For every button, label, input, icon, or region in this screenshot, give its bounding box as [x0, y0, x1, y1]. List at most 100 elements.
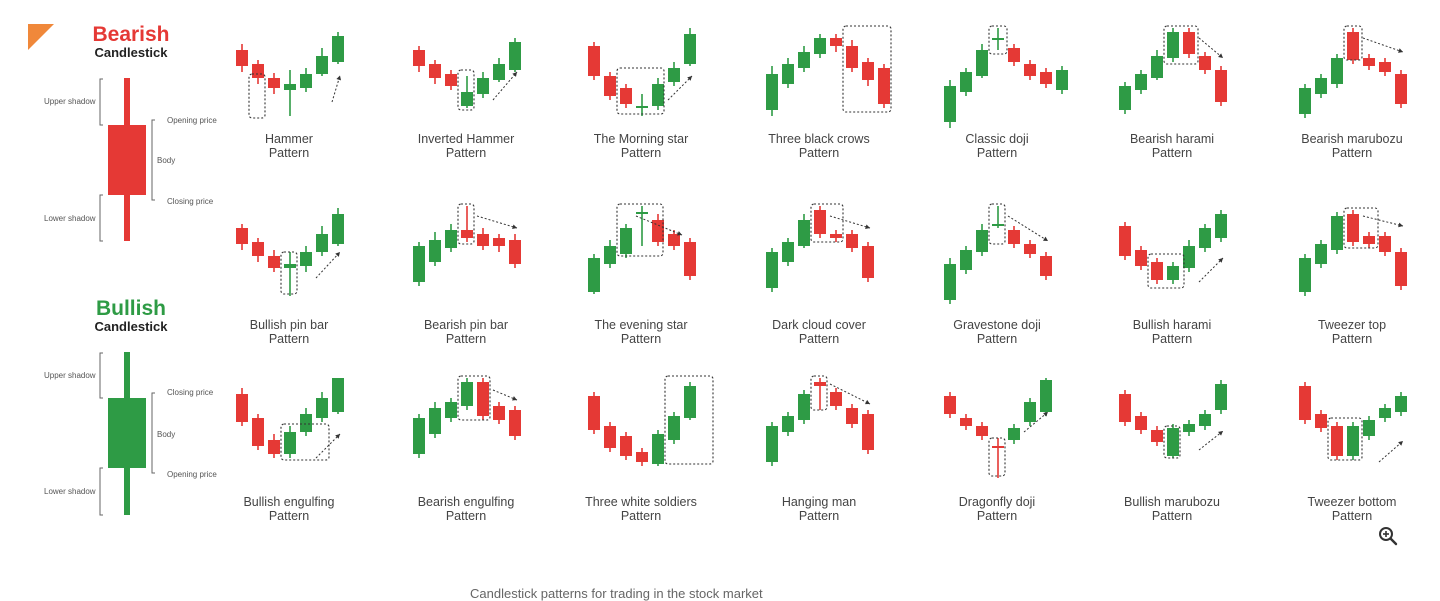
pattern-label: Bearish engulfing Pattern: [386, 495, 546, 523]
highlight-box: [988, 437, 1006, 477]
bullish-candle: [284, 252, 296, 296]
bullish-candle: [588, 254, 600, 294]
arrowhead-icon: [335, 434, 340, 439]
pattern-diagram: [766, 203, 874, 292]
pattern-diagram: [413, 375, 521, 458]
pattern-label: Bullish pin bar Pattern: [209, 318, 369, 346]
pattern-suffix: Pattern: [976, 509, 1018, 523]
pattern-diagram: [588, 203, 696, 294]
highlight-box: [616, 203, 664, 257]
trend-arrow: [1362, 215, 1404, 227]
bearish-candle: [992, 438, 1004, 478]
bearish-upper-shadow-label: Upper shadow: [44, 97, 96, 106]
bearish-candle: [1151, 258, 1163, 284]
arrowhead-icon: [335, 252, 340, 257]
pattern-name: Tweezer top: [1317, 318, 1387, 332]
bullish-candle: [976, 44, 988, 78]
trend-arrow: [1362, 37, 1404, 53]
bullish-candle: [300, 408, 312, 436]
bullish-candle: [1199, 224, 1211, 252]
arrowhead-icon: [512, 224, 517, 230]
arrowhead-icon: [1043, 236, 1048, 241]
highlight-box: [457, 69, 475, 111]
bearish-candle: [252, 60, 264, 84]
bullish-candle: [1151, 50, 1163, 80]
bullish-candle: [1024, 398, 1036, 426]
pattern-name: Dragonfly doji: [958, 495, 1036, 509]
bearish-candle: [1040, 68, 1052, 88]
bullish-candle: [604, 240, 616, 268]
highlight-box: [1147, 253, 1185, 289]
pattern-label: The evening star Pattern: [561, 318, 721, 346]
bearish-candle: [604, 422, 616, 452]
highlight-box: [1163, 25, 1199, 65]
bullish-candle: [413, 414, 425, 458]
bearish-candle: [1024, 240, 1036, 258]
bullish-candle: [960, 246, 972, 274]
highlight-box: [988, 203, 1006, 245]
pattern-name: Hanging man: [781, 495, 857, 509]
pattern-name: Bearish harami: [1129, 132, 1215, 146]
pattern-label: Bearish pin bar Pattern: [386, 318, 546, 346]
bullish-candle: [652, 430, 664, 466]
bearish-candle: [1379, 58, 1391, 76]
pattern-name: Classic doji: [965, 132, 1029, 146]
pattern-suffix: Pattern: [976, 146, 1018, 160]
pattern-diagram: [236, 208, 344, 296]
pattern-name: Bearish engulfing: [417, 495, 515, 509]
bullish-subtitle: Candlestick: [94, 319, 168, 334]
trend-arrow: [476, 215, 518, 229]
bearish-candle: [1199, 52, 1211, 74]
pattern-suffix: Pattern: [1331, 509, 1373, 523]
bearish-candle: [862, 242, 874, 282]
pattern-label: Bearish harami Pattern: [1092, 132, 1252, 160]
highlight-box: [664, 375, 714, 465]
bearish-candle: [1119, 390, 1131, 426]
bearish-candle: [493, 234, 505, 252]
bullish-candle: [332, 208, 344, 246]
bullish-candle: [1167, 262, 1179, 284]
bearish-candle: [1347, 210, 1359, 246]
pattern-name: Dark cloud cover: [772, 318, 866, 332]
bullish-candle: [684, 28, 696, 66]
pattern-diagram: [1119, 210, 1227, 289]
trend-arrow: [315, 433, 341, 459]
bearish-candle: [268, 434, 280, 458]
bullish-candle: [316, 392, 328, 422]
bullish-candle: [1347, 422, 1359, 460]
pattern-name: Bearish marubozu: [1301, 132, 1403, 146]
arrowhead-icon: [687, 76, 692, 81]
arrowhead-icon: [865, 224, 870, 230]
bullish-candle: [992, 206, 1004, 228]
bearish-candle: [830, 388, 842, 410]
bearish-candle: [1299, 382, 1311, 424]
pattern-suffix: Pattern: [620, 509, 662, 523]
arrowhead-icon: [1218, 53, 1223, 58]
pattern-diagram: [413, 38, 521, 111]
pattern-label: Hammer Pattern: [209, 132, 369, 160]
highlight-box: [1163, 425, 1181, 459]
bearish-candle: [1315, 410, 1327, 432]
bearish-candle: [636, 448, 648, 466]
bullish-candle: [445, 398, 457, 422]
highlight-box: [810, 375, 828, 411]
bullish-candle: [1119, 82, 1131, 114]
pattern-name: Three white soldiers: [585, 495, 697, 509]
highlight-box: [280, 251, 298, 295]
bearish-candle: [1395, 248, 1407, 290]
pattern-suffix: Pattern: [445, 146, 487, 160]
bearish-candle: [620, 84, 632, 108]
bearish-candle: [944, 392, 956, 418]
pattern-suffix: Pattern: [1331, 146, 1373, 160]
bearish-candle: [1040, 252, 1052, 280]
pattern-diagram: [944, 378, 1052, 478]
pattern-suffix: Pattern: [620, 146, 662, 160]
pattern-name: The Morning star: [593, 132, 689, 146]
arrowhead-icon: [336, 75, 342, 81]
zoom-in-icon[interactable]: [1378, 526, 1398, 546]
highlight-box: [842, 25, 892, 113]
bearish-subtitle: Candlestick: [94, 45, 168, 60]
pattern-label: Dragonfly doji Pattern: [917, 495, 1077, 523]
bearish-candle: [1363, 232, 1375, 248]
bullish-anatomy-diagram: [99, 352, 155, 516]
